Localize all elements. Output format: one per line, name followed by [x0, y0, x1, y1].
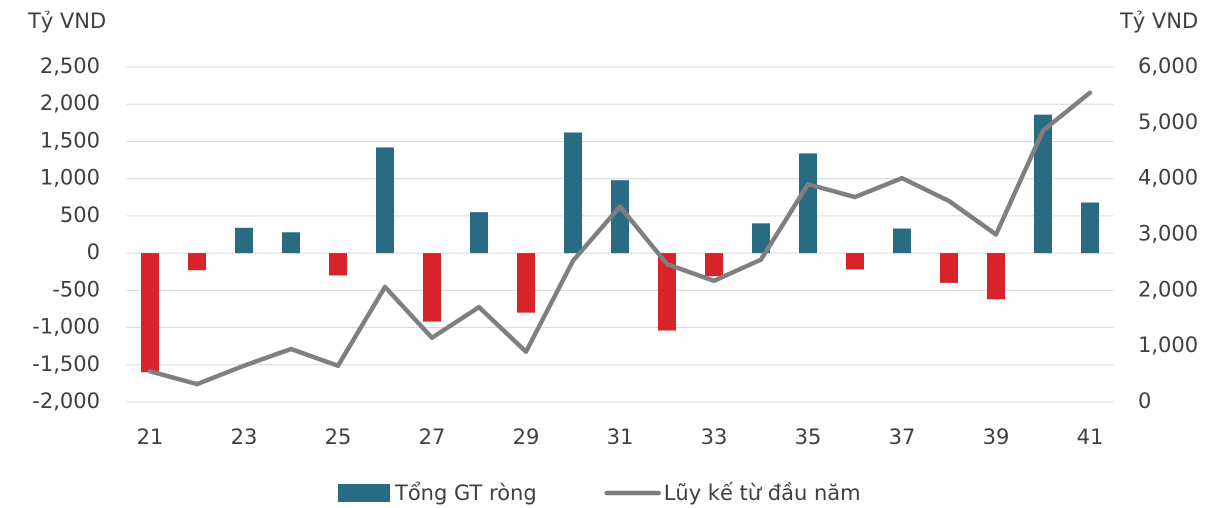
bar	[141, 253, 159, 373]
bar	[329, 253, 347, 276]
x-tick-label: 35	[795, 425, 822, 449]
y-tick-label: 2,000	[40, 91, 100, 115]
bar	[705, 253, 723, 277]
y-tick-label: -1,500	[32, 352, 100, 376]
bar	[893, 228, 911, 254]
bar	[611, 180, 629, 254]
x-tick-label: 39	[983, 425, 1010, 449]
bar	[235, 227, 253, 254]
legend-label: Tổng GT ròng	[394, 481, 537, 505]
y-tick-label: 0	[87, 240, 100, 264]
bar	[846, 253, 864, 270]
x-tick-label: 25	[325, 425, 352, 449]
y2-tick-label: 2,000	[1138, 277, 1198, 301]
x-tick-label: 31	[607, 425, 634, 449]
y-tick-label: 500	[60, 203, 100, 227]
y-tick-label: -2,000	[32, 389, 100, 413]
y-tick-label: 1,500	[40, 128, 100, 152]
bar	[799, 153, 817, 254]
bar	[517, 253, 535, 313]
x-tick-label: 21	[137, 425, 164, 449]
bar	[658, 253, 676, 331]
x-tick-label: 41	[1077, 425, 1104, 449]
y-tick-label: 1,000	[40, 166, 100, 190]
bar	[940, 253, 958, 283]
legend-swatch	[338, 484, 390, 502]
y2-tick-label: 3,000	[1138, 222, 1198, 246]
x-tick-label: 33	[701, 425, 728, 449]
y2-tick-label: 4,000	[1138, 166, 1198, 190]
bar	[1081, 202, 1099, 254]
bar	[470, 212, 488, 254]
y2-tick-label: 5,000	[1138, 110, 1198, 134]
y-tick-label: -1,000	[32, 315, 100, 339]
x-tick-label: 27	[419, 425, 446, 449]
y2-tick-label: 0	[1138, 389, 1151, 413]
y2-axis-label: Tỷ VND	[1119, 9, 1198, 33]
bar	[188, 253, 206, 271]
y2-tick-label: 1,000	[1138, 333, 1198, 357]
line	[147, 90, 1093, 387]
legend-label: Lũy kế từ đầu năm	[664, 481, 861, 505]
y-axis-label: Tỷ VND	[27, 9, 106, 33]
y-tick-label: -500	[52, 277, 100, 301]
bar	[564, 132, 582, 254]
bar	[376, 147, 394, 254]
bar	[282, 232, 300, 254]
x-tick-label: 37	[889, 425, 916, 449]
x-tick-label: 23	[231, 425, 258, 449]
y2-tick-label: 6,000	[1138, 54, 1198, 78]
bar	[1034, 114, 1052, 254]
bar	[752, 223, 770, 254]
bar	[987, 253, 1005, 300]
y-tick-label: 2,500	[40, 54, 100, 78]
x-tick-label: 29	[513, 425, 540, 449]
bar	[423, 253, 441, 322]
